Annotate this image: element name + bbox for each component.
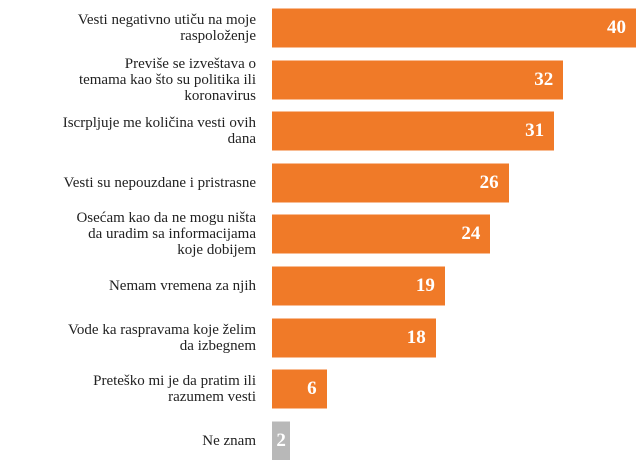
value-label: 40: [607, 17, 626, 38]
value-label: 26: [479, 171, 499, 193]
category-label: Previše se izveštava o temama kao što su…: [78, 55, 256, 104]
bar: [272, 214, 491, 254]
value-label: 19: [415, 275, 435, 296]
bar: [272, 318, 436, 358]
bar: [272, 8, 636, 48]
bar: [272, 369, 327, 409]
value-label: 18: [406, 326, 426, 348]
value-label: 2: [276, 429, 286, 451]
bar: [272, 111, 555, 151]
category-label: Osećam kao da ne mogu ništa da uradim sa…: [76, 210, 256, 259]
value-label: 24: [461, 223, 481, 245]
bar: [272, 421, 291, 460]
category-label: Vesti negativno utiču na moje raspoložen…: [77, 12, 256, 44]
value-label: 32: [534, 68, 554, 90]
value-label: 31: [525, 120, 545, 142]
category-label: Ne znam: [202, 432, 256, 449]
category-label: Vode ka raspravama koje želim da izbegne…: [68, 321, 256, 354]
category-label: Vesti su nepouzdane i pristrasne: [63, 174, 256, 191]
category-label: Preteško mi je da pratim ili razumem ves…: [93, 373, 256, 406]
bar: [272, 163, 509, 203]
value-label: 6: [307, 378, 317, 400]
bar: [272, 266, 445, 306]
category-label: Nemam vremena za njih: [108, 278, 256, 294]
category-label: Iscrpljuje me količina vesti ovih dana: [62, 115, 256, 148]
bar: [272, 60, 564, 100]
